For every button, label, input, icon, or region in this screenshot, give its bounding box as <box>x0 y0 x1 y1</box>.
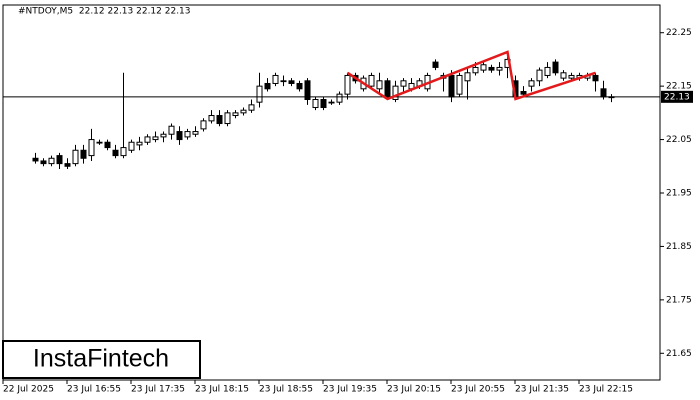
candle-body <box>592 74 599 82</box>
candle-body <box>480 64 487 71</box>
candle-body <box>528 80 535 87</box>
candle-body <box>64 163 71 167</box>
candle-body <box>472 66 479 74</box>
candle-body <box>120 147 127 157</box>
candle-body <box>600 88 607 98</box>
candle-body <box>136 141 143 146</box>
candle-body <box>192 131 199 135</box>
x-tick-label: 23 Jul 18:55 <box>259 385 313 395</box>
x-tick-label: 23 Jul 22:15 <box>579 385 633 395</box>
y-tick-label: 21.85 <box>666 242 692 252</box>
candle-body <box>80 149 87 159</box>
candle-body <box>48 157 55 165</box>
candle-body <box>464 72 471 82</box>
y-tick-label: 21.75 <box>666 295 692 305</box>
candle-body <box>112 149 119 157</box>
x-tick-label: 23 Jul 19:35 <box>323 385 377 395</box>
candle-body <box>368 74 375 87</box>
candle-body <box>336 93 343 103</box>
price-label-box <box>661 90 693 103</box>
candle-body <box>56 155 63 165</box>
candle-body <box>232 112 239 117</box>
candle-body <box>144 136 151 143</box>
y-tick-label: 22.25 <box>666 28 692 38</box>
candle-body <box>256 85 263 103</box>
y-tick-label: 22.05 <box>666 135 692 145</box>
candle-body <box>104 141 111 149</box>
candle-body <box>272 74 279 84</box>
candle-body <box>320 99 327 109</box>
candle-body <box>88 139 95 157</box>
candle-body <box>40 160 47 165</box>
candle-body <box>376 80 383 90</box>
candle-body <box>32 157 39 162</box>
candle-body <box>544 66 551 76</box>
candle-body <box>288 80 295 84</box>
candle-body <box>456 74 463 95</box>
candle-body <box>184 131 191 138</box>
candle-body <box>168 125 175 135</box>
candle-body <box>240 109 247 114</box>
candle-body <box>496 66 503 71</box>
candle-body <box>304 80 311 101</box>
plot-frame <box>2 4 661 381</box>
x-tick-label: 23 Jul 20:15 <box>387 385 441 395</box>
candle-body <box>280 80 287 83</box>
brand-logo: InstaFintech <box>33 345 169 373</box>
candle-body <box>568 74 575 79</box>
y-tick-label: 21.65 <box>666 349 692 359</box>
candle-body <box>448 74 455 98</box>
x-tick-label: 23 Jul 16:55 <box>67 385 121 395</box>
x-tick-label: 23 Jul 17:35 <box>131 385 185 395</box>
candle-body <box>488 66 495 71</box>
x-tick-label: 23 Jul 20:55 <box>451 385 505 395</box>
candle-body <box>344 74 351 95</box>
candle-body <box>248 104 255 111</box>
candle-body <box>216 115 223 125</box>
candle-body <box>392 85 399 101</box>
candle-body <box>400 80 407 87</box>
candle-body <box>328 101 335 104</box>
candle-body <box>384 80 391 98</box>
x-tick-label: 23 Jul 18:15 <box>195 385 249 395</box>
pattern-line <box>346 50 596 101</box>
candle-body <box>264 82 271 90</box>
candle-body <box>96 141 103 144</box>
candle-body <box>224 112 231 125</box>
brand-box <box>2 340 201 379</box>
x-tick-label: 23 Jul 21:35 <box>515 385 569 395</box>
candle-body <box>208 115 215 122</box>
candle-body <box>536 69 543 82</box>
candle-body <box>296 82 303 90</box>
y-tick-label: 22.15 <box>666 82 692 92</box>
candle-body <box>520 90 527 95</box>
x-tick-label: 22 Jul 2025 <box>3 385 54 395</box>
candle-body <box>128 141 135 151</box>
candle-body <box>552 61 559 74</box>
chart-header: #NTDOY,M5 22.12 22.13 22.12 22.13 <box>18 7 191 17</box>
candle-body <box>72 149 79 165</box>
price-label: 22.13 <box>664 92 690 102</box>
candle-body <box>312 99 319 109</box>
y-tick-label: 21.95 <box>666 189 692 199</box>
candle-body <box>560 72 567 79</box>
candle-body <box>160 133 167 138</box>
candle-body <box>200 120 207 130</box>
candle-body <box>432 61 439 68</box>
candle-body <box>176 131 183 141</box>
candle-body <box>152 136 159 141</box>
